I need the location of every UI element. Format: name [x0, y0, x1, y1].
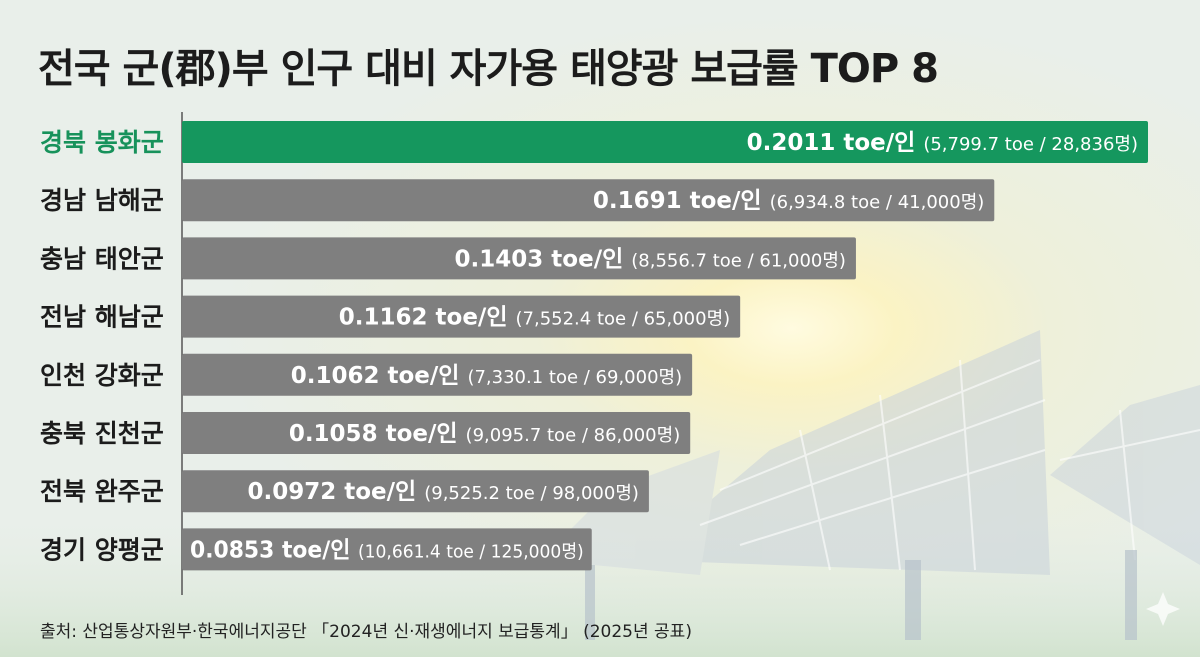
detail-label: (9,525.2 toe / 98,000명): [424, 483, 639, 504]
data-label: 0.1062 toe/인 (7,330.1 toe / 69,000명): [291, 363, 682, 389]
detail-label: (5,799.7 toe / 28,836명): [923, 134, 1138, 155]
data-label: 0.1058 toe/인 (9,095.7 toe / 86,000명): [289, 421, 680, 447]
bar: [182, 179, 995, 222]
data-label: 0.2011 toe/인 (5,799.7 toe / 28,836명): [747, 130, 1138, 156]
category-label: 인천 강화군: [40, 361, 164, 390]
value-label: 0.1058 toe/인: [289, 421, 466, 447]
data-label: 0.1403 toe/인 (8,556.7 toe / 61,000명): [455, 246, 846, 272]
bar: [182, 295, 741, 338]
value-label: 0.1062 toe/인: [291, 363, 468, 389]
bar: [182, 470, 649, 513]
category-label: 경남 남해군: [40, 186, 164, 215]
category-label: 전북 완주군: [40, 477, 164, 506]
data-label: 0.0853 toe/인 (10,661.4 toe / 125,000명): [190, 537, 584, 563]
source-note: 출처: 산업통상자원부·한국에너지공단 「2024년 신·재생에너지 보급통계」…: [40, 622, 692, 642]
value-label: 0.1691 toe/인: [593, 188, 770, 214]
value-label: 0.2011 toe/인: [747, 130, 924, 156]
category-label: 경기 양평군: [40, 535, 164, 564]
value-label: 0.1403 toe/인: [455, 246, 632, 272]
data-label: 0.0972 toe/인 (9,525.2 toe / 98,000명): [248, 479, 639, 505]
category-label: 충남 태안군: [40, 244, 164, 273]
bar: [182, 121, 1148, 163]
detail-label: (10,661.4 toe / 125,000명): [358, 541, 584, 562]
detail-label: (9,095.7 toe / 86,000명): [466, 425, 681, 446]
detail-label: (7,330.1 toe / 69,000명): [467, 367, 682, 388]
bar: [182, 412, 691, 454]
value-label: 0.1162 toe/인: [339, 305, 516, 331]
category-label: 전남 해남군: [40, 303, 164, 332]
chart-title: 전국 군(郡)부 인구 대비 자가용 태양광 보급률 TOP 8: [38, 46, 939, 92]
detail-label: (8,556.7 toe / 61,000명): [631, 250, 846, 271]
bar: [182, 353, 693, 396]
value-label: 0.0853 toe/인: [190, 537, 358, 563]
category-label: 경북 봉화군: [40, 128, 164, 157]
data-label: 0.1162 toe/인 (7,552.4 toe / 65,000명): [339, 305, 730, 331]
detail-label: (7,552.4 toe / 65,000명): [516, 309, 731, 330]
detail-label: (6,934.8 toe / 41,000명): [770, 192, 985, 213]
category-label: 충북 진천군: [40, 419, 164, 448]
data-label: 0.1691 toe/인 (6,934.8 toe / 41,000명): [593, 188, 984, 214]
bar: [182, 528, 592, 571]
bar: [182, 237, 856, 280]
value-label: 0.0972 toe/인: [248, 479, 425, 505]
